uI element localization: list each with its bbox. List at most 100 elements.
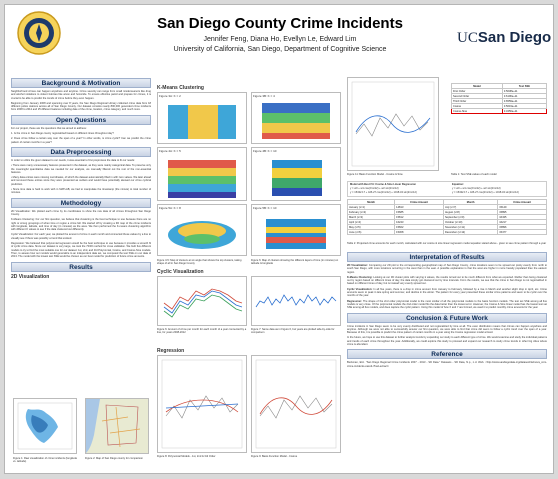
- table-cell: December (x=12): [442, 229, 499, 235]
- methodology-cyclic: Cyclic Visualization: For each year, we …: [11, 233, 151, 240]
- methodology-2d: 2D Visualization: We plotted each crime …: [11, 209, 151, 216]
- figure-10-cosine-sine: [347, 77, 439, 171]
- figure-7b-cyclic: [251, 276, 341, 326]
- interp-2d: 2D Visualization: Comparing our 2D plot …: [347, 264, 547, 274]
- test-sse-table: Model Test SSE First Order 3.5638e+11 Sec…: [451, 83, 548, 114]
- open-question-2: 2. Does crime follow a certain way over …: [11, 137, 151, 144]
- table-1-caption: Table 1: Test SSE values of each model: [451, 173, 497, 176]
- section-header-open-questions: Open Questions: [11, 114, 151, 125]
- left-column: Background & Motivation Neighborhood cri…: [11, 75, 151, 282]
- figure-1-caption: Figure 1: Raw visualization of crime inc…: [13, 457, 78, 464]
- poster-header: San Diego County Crime Incidents Jennife…: [5, 5, 553, 69]
- table-row: June (x=6) 15308 December (x=12) 15477: [346, 229, 547, 235]
- table-row: May (x=5) 15662 November (x=11) 15896: [346, 224, 547, 230]
- preprocessing-item-2: • Many data entries were missing coordin…: [11, 176, 151, 186]
- reference-text: Buckman, Eric. "San Diego Regional Crime…: [347, 361, 547, 368]
- conclusion-paragraph-1: Crime incidents in San Diego seem to be …: [347, 324, 547, 335]
- figure-2-caption: Figure 2: Map of San Diego county for co…: [85, 457, 143, 460]
- table-cell: June (x=6): [346, 229, 396, 235]
- preprocessing-item-3: • Since time data is hard to work with i…: [11, 188, 151, 195]
- figure-4b-label: Figure 4B: K = 10: [253, 149, 277, 153]
- best-model-box: Model with Best Fit: Cosine & Sine Linea…: [347, 181, 547, 197]
- regression-plot: [351, 81, 435, 167]
- section-header-background: Background & Motivation: [11, 78, 151, 88]
- figure-5a: Figure 5A: K = 8: [157, 204, 247, 256]
- figure-5b-label: Figure 5B: K = 10: [253, 206, 277, 210]
- projection-table: Month Crime Amount Month Crime Amount Ja…: [346, 199, 547, 235]
- section-header-reference: Reference: [347, 349, 547, 360]
- figure-8-polynomial: [157, 355, 247, 453]
- regression-plot: [255, 359, 337, 449]
- equation-2: y = 15432.17 + 426.27 cos(2πx/12) + 1018…: [350, 191, 417, 194]
- figure-10-caption: Figure 11: Basis Function Model - Cosine…: [347, 173, 403, 176]
- figure-5a-label: Figure 5A: K = 8: [159, 206, 181, 210]
- figure-4a: Figure 4A: K = 5: [157, 147, 247, 201]
- figure-1-scatter: [13, 398, 77, 454]
- cyclic-heading: Cyclic Visualization: [157, 269, 204, 275]
- figure-9-cosine: [251, 355, 341, 453]
- figure-4b: Figure 4B: K = 10: [251, 147, 341, 201]
- open-questions-intro: For our project, these are the questions…: [11, 126, 87, 130]
- figure-7-cyclic-caption: Figure 7: Same data as in Figure 6, but …: [251, 328, 335, 335]
- figure-5b: Figure 5B: K = 10: [251, 204, 341, 256]
- uc-seal-logo: [17, 11, 61, 55]
- equation-2-copy: y = 15432.17 + 426.27 cos(2πx/12) + 1018…: [452, 191, 519, 194]
- figure-3b: Figure 3B: K = 4: [251, 92, 341, 144]
- interp-kmeans: K-Means Clustering: Looking at our 3D cl…: [347, 275, 547, 286]
- section-header-conclusion: Conclusion & Future Work: [347, 312, 547, 323]
- figure-3a: Figure 3A: K = 2: [157, 92, 247, 144]
- equation-1-copy: y = w0 + w1 cos(2πx/12) + w2 sin(2πx/12): [452, 187, 501, 190]
- figure-3a-label: Figure 3A: K = 2: [159, 94, 181, 98]
- section-header-results: Results: [11, 261, 151, 272]
- table-header-row: Month Crime Amount Month Crime Amount: [346, 199, 547, 205]
- section-header-data-preprocessing: Data Preprocessing: [11, 146, 151, 157]
- cluster-3d-plot: [168, 221, 236, 249]
- table-row-best: Cosine-Sine 3.3456e+11: [451, 108, 548, 114]
- methodology-kmeans: K-Means Clustering: For our first questi…: [11, 218, 151, 232]
- preprocessing-item-1: • There were many unnecessary features p…: [11, 164, 151, 174]
- poster-title: San Diego County Crime Incidents: [157, 15, 403, 32]
- cluster-3d-plot: [266, 219, 326, 249]
- regression-heading: Regression: [157, 348, 185, 354]
- equation-label: Equation:: [452, 183, 464, 186]
- equation-1: y = w0 + w1 cos(2πx/12) + w2 sin(2πx/12): [350, 187, 399, 190]
- figure-6-caption: Figure 6: Map of clusters showing the di…: [251, 259, 339, 266]
- interp-cyclic: Cyclic Visualization: In all five years,…: [347, 287, 547, 298]
- poster: San Diego County Crime Incidents Jennife…: [4, 4, 554, 474]
- figure-8-caption: Figure 8: Polynomial Models - 1st, 2nd &…: [157, 455, 216, 458]
- table-cell: 15308: [394, 229, 444, 235]
- regression-plot: [161, 359, 243, 449]
- figure-3-5-caption: Figure 3-5: Map of clusters at six angle…: [157, 259, 242, 266]
- scatter-plot-figure: [17, 402, 73, 450]
- methodology-regression: Regression: We believed that polynomial …: [11, 242, 151, 259]
- figure-6-cyclic-caption: Figure 6: Amount of crime per month for …: [157, 328, 247, 335]
- table-cell: Cosine-Sine: [451, 108, 503, 114]
- kmeans-heading: K-Means Clustering: [157, 85, 204, 91]
- interp-regression: Regression: The shape of the 2nd order p…: [347, 299, 547, 310]
- cluster-3d-plot: [262, 103, 330, 139]
- figure-9-caption: Figure 9: Basis Function Model - Cosine: [251, 455, 298, 458]
- section-header-interpretation: Interpretation of Results: [347, 252, 547, 262]
- cluster-3d-plot: [168, 105, 236, 139]
- cyclic-line-chart: [255, 294, 337, 308]
- best-model-label: Model with Best Fit: Cosine & Sine Linea…: [350, 183, 417, 186]
- table-cell: 15477: [497, 229, 547, 235]
- figure-4a-label: Figure 4A: K = 5: [159, 149, 181, 153]
- figure-3b-label: Figure 3B: K = 4: [253, 94, 275, 98]
- cluster-3d-plot: [272, 160, 322, 196]
- right-column-text: Interpretation of Results 2D Visualizati…: [347, 249, 547, 370]
- preprocessing-intro: In order to utilize the given dataset to…: [11, 158, 135, 162]
- cyclic-line-chart: [163, 288, 243, 318]
- figure-2-map: [85, 398, 149, 454]
- table-cell: 3.3456e+11: [501, 108, 548, 114]
- background-paragraph-1: Neighborhood crimes can happen anywhere …: [11, 90, 151, 100]
- background-paragraph-2: Beginning from January 2008 and spanning…: [11, 101, 151, 112]
- county-map-figure: [86, 399, 148, 453]
- poster-authors: Jennifer Feng, Diana Ho, Evellyn Le, Edw…: [203, 36, 357, 43]
- figure-7a-cyclic: [157, 276, 247, 326]
- poster-affiliation: University of California, San Diego, Dep…: [173, 46, 387, 53]
- section-header-methodology: Methodology: [11, 197, 151, 208]
- table-2-caption: Table 2: Projected crime amounts for eac…: [347, 242, 547, 245]
- open-question-1: 1. Is the crime in San Diego county regi…: [11, 132, 114, 136]
- ucsd-logo: UCSan Diego: [457, 29, 552, 46]
